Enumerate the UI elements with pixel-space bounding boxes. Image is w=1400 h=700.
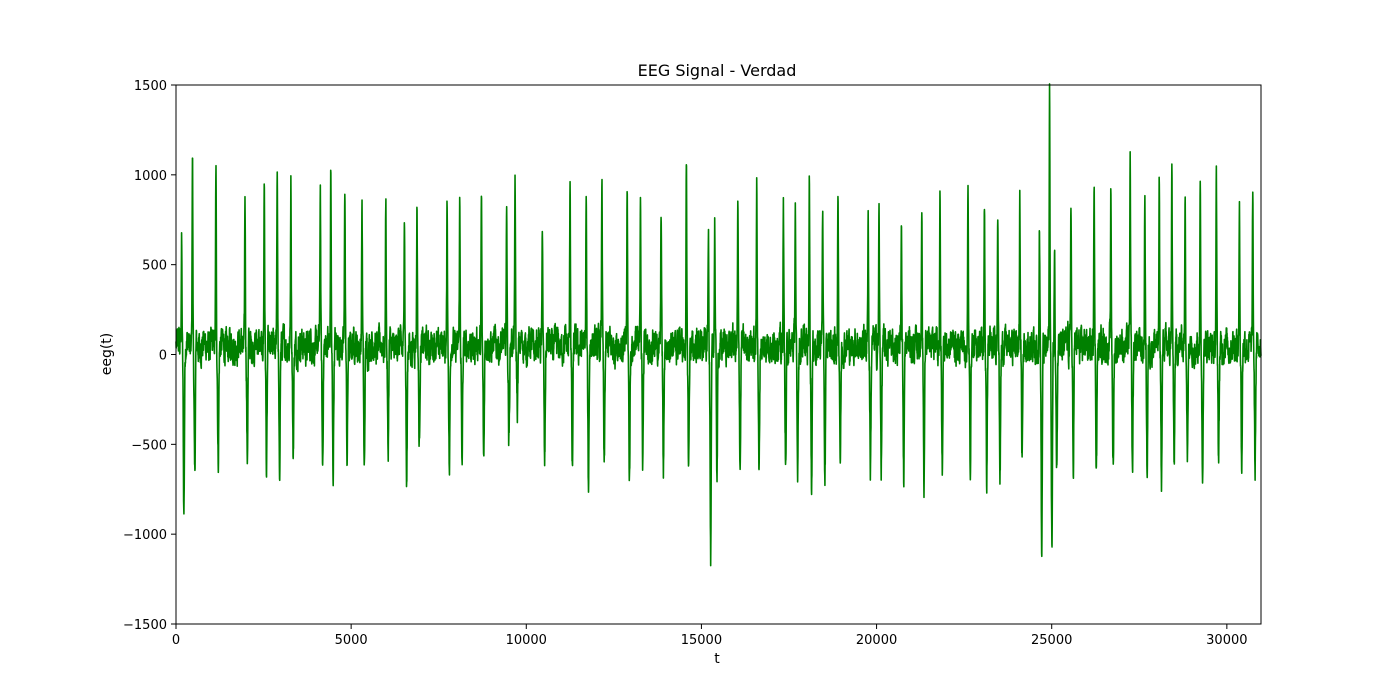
y-tick-label: −1500 (123, 618, 167, 633)
x-axis: 0 5000 10000 15000 20000 25000 30000 (172, 624, 1248, 648)
x-tick-label: 0 (172, 633, 180, 648)
y-tick-label: −500 (131, 438, 167, 453)
x-tick-label: 5000 (335, 633, 368, 648)
chart-title: EEG Signal - Verdad (638, 61, 797, 80)
x-tick-label: 30000 (1206, 633, 1247, 648)
x-tick-label: 25000 (1031, 633, 1072, 648)
x-tick-label: 20000 (856, 633, 897, 648)
y-tick-label: 0 (159, 349, 167, 364)
y-tick-label: −1000 (123, 528, 167, 543)
y-axis-label: eeg(t) (99, 333, 115, 376)
plot-area (175, 83, 1262, 567)
y-tick-label: 1000 (134, 169, 167, 184)
y-axis: −1500 −1000 −500 0 500 1000 1500 (123, 79, 176, 633)
eeg-series-line (175, 83, 1262, 567)
x-tick-label: 10000 (506, 633, 547, 648)
x-axis-label: t (714, 651, 720, 667)
y-tick-label: 500 (142, 259, 167, 274)
y-tick-label: 1500 (134, 79, 167, 94)
x-tick-label: 15000 (681, 633, 722, 648)
